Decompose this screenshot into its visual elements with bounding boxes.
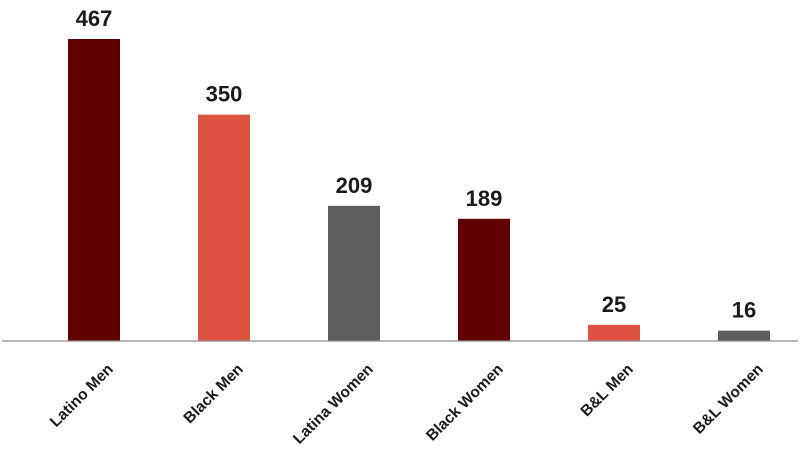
bar-latino-men (68, 39, 120, 341)
value-label-latina-women: 209 (336, 173, 373, 198)
bar-bandl-men (588, 324, 640, 341)
tick-label-latino-men: Latino Men (47, 361, 117, 431)
value-label-black-men: 350 (206, 82, 243, 107)
bar-bandl-women (718, 330, 770, 341)
bar-latina-women (328, 205, 380, 341)
value-label-bandl-women: 16 (732, 298, 756, 323)
value-label-latino-men: 467 (76, 6, 113, 31)
value-label-black-women: 189 (466, 186, 503, 211)
tick-label-black-women: Black Women (423, 361, 507, 445)
value-label-bandl-men: 25 (602, 292, 626, 317)
tick-label-bandl-men: B&L Men (578, 361, 637, 420)
tick-label-bandl-women: B&L Women (690, 361, 767, 438)
tick-label-black-men: Black Men (181, 361, 247, 427)
tick-label-latina-women: Latina Women (290, 361, 377, 448)
bar-black-men (198, 114, 250, 341)
bars-layer (68, 39, 770, 341)
category-labels-layer: Latino Men Black Men Latina Women Black Wom… (47, 361, 767, 448)
value-labels-layer: 467 350 209 189 25 16 (76, 6, 757, 323)
bar-black-women (458, 218, 510, 341)
